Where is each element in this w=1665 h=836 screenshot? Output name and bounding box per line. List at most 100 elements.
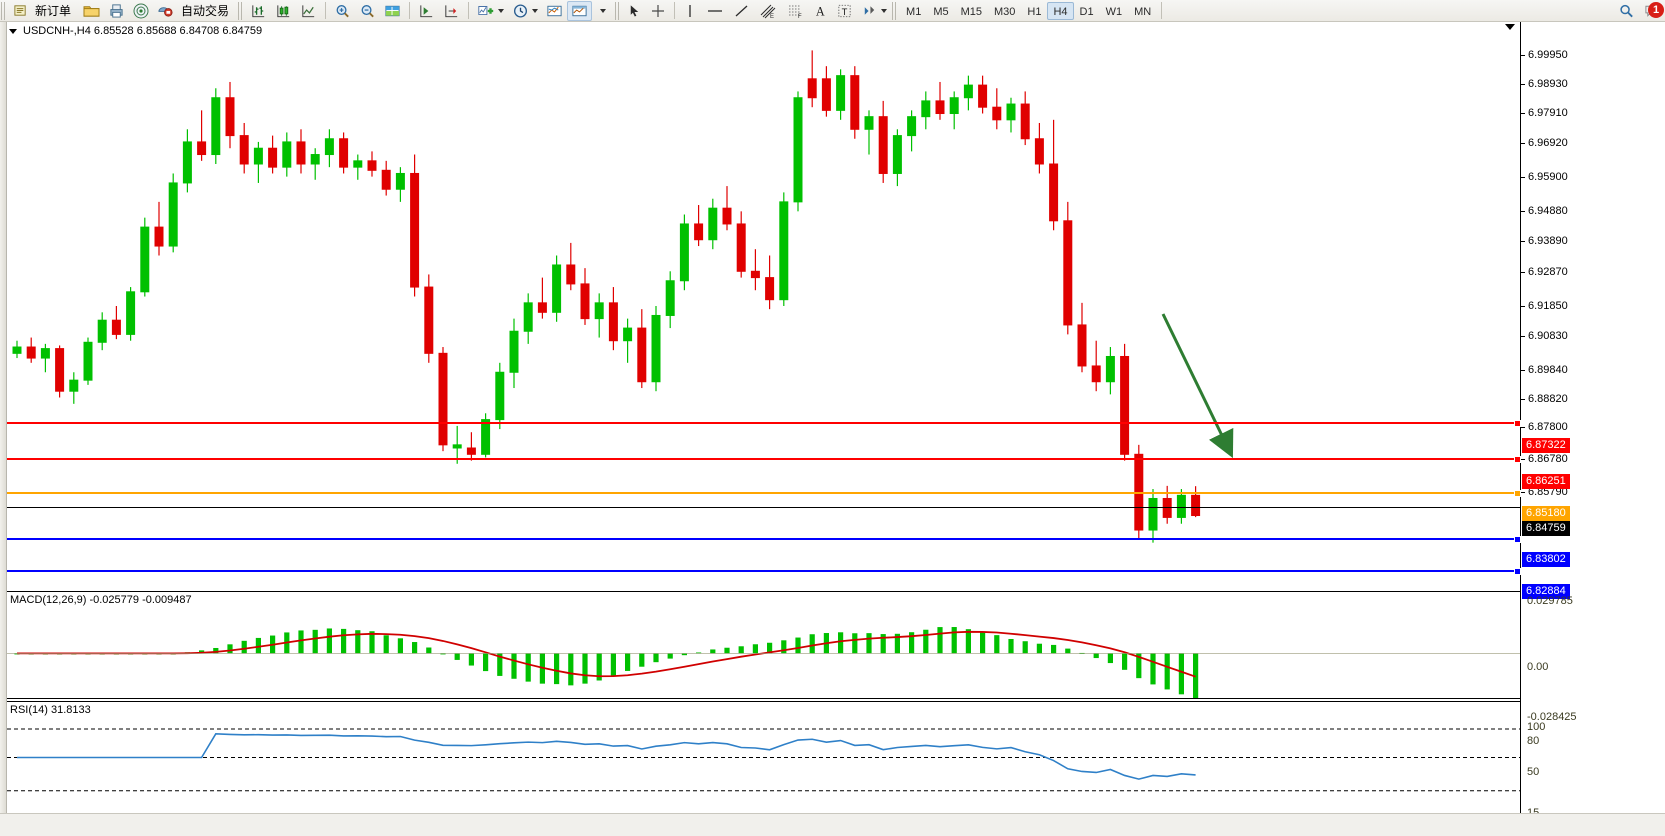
price-tick: 6.92870 [1521,267,1568,278]
candlestick-chart-icon [277,4,290,17]
indicators-icon [478,5,494,15]
price-axis-separator [1520,22,1521,814]
timeframe-m5[interactable]: M5 [933,5,949,18]
printer-button[interactable] [104,1,129,21]
new-order-button[interactable]: 新订单 [9,1,79,21]
equidistant-channel-button[interactable]: E [755,1,782,21]
search-button[interactable] [1614,1,1639,21]
chart-menu-caret-icon[interactable] [9,28,17,34]
text-button[interactable]: A [809,1,832,21]
level-handle-resistance-upper[interactable] [1514,420,1521,427]
period-button[interactable] [508,1,542,21]
text-label-button[interactable]: T [832,1,857,21]
price-label-target-lower[interactable]: 6.82884 [1522,584,1570,599]
chevron-down-icon-2[interactable] [532,8,539,13]
level-handle-resistance-lower[interactable] [1514,456,1521,463]
vertical-line-button[interactable] [679,1,701,21]
price-pane[interactable] [7,22,1521,590]
rsi-axis-tick: 100 [1527,721,1546,733]
price-label-resistance-lower[interactable]: 6.86251 [1522,474,1570,489]
notification-badge: 1 [1648,1,1664,18]
chart-style-dropdown[interactable] [592,1,614,21]
timeframe-m15[interactable]: M15 [960,5,982,18]
tile-windows-button[interactable] [380,1,405,21]
level-line-resistance-lower[interactable] [7,456,1521,463]
indicators-button[interactable] [473,1,508,21]
chart-header: USDCNH-,H4 6.85528 6.85688 6.84708 6.847… [9,25,262,37]
macd-axis-tick: -0.028425 [1527,711,1577,723]
level-line-target-upper[interactable] [7,536,1521,543]
chart-shift-icon [445,4,458,17]
chart-style-button[interactable] [567,0,593,21]
macd-pane[interactable]: MACD(12,26,9) -0.025779 -0.009487 [7,591,1520,699]
price-label-current-price[interactable]: 6.84759 [1522,521,1570,536]
zoom-in-icon [336,4,349,17]
zoom-out-button[interactable] [355,1,380,21]
price-label-entry-level[interactable]: 6.85180 [1522,506,1570,521]
text-icon: A [816,4,825,18]
timeframe-m30[interactable]: M30 [994,5,1016,18]
toolbar-grip[interactable] [1,1,7,20]
level-line-resistance-upper[interactable] [7,420,1521,427]
shapes-button[interactable] [857,1,891,21]
folder-button[interactable] [79,1,104,21]
auto-scroll-button[interactable] [414,1,439,21]
chart-shift-button[interactable] [439,1,464,21]
toolbar-grip-3[interactable] [615,1,622,20]
rsi-label: RSI(14) 31.8133 [10,704,91,716]
chart-left-rail [0,22,7,836]
new-order-label: 新订单 [35,4,72,18]
rsi-pane[interactable]: RSI(14) 31.8133 [7,701,1520,814]
toolbar-grip-2[interactable] [238,1,245,20]
level-line-current-price [7,507,1520,508]
price-label-resistance-upper[interactable]: 6.87322 [1522,438,1570,453]
expert-advisor-icon [158,7,173,17]
shapes-icon [864,5,875,15]
chart-collapse-caret-icon[interactable] [1505,24,1515,30]
chevron-down-icon[interactable] [498,8,505,13]
signals-button[interactable] [129,1,153,21]
toolbar-grip-4[interactable] [892,1,899,20]
chevron-down-icon-4[interactable] [881,8,888,13]
level-line-entry[interactable] [7,490,1521,497]
horizontal-line-button[interactable] [701,1,729,21]
cursor-button[interactable] [623,1,646,21]
signals-icon [133,3,149,18]
fibonacci-icon: F [789,5,802,19]
timeframe-h1[interactable]: H1 [1027,5,1042,18]
price-tick: 6.86780 [1521,454,1568,465]
timeframe-w1[interactable]: W1 [1105,5,1123,18]
auto-trading-button[interactable]: 自动交易 [153,1,237,21]
candlestick-chart-button[interactable] [271,1,296,21]
rsi-axis-tick: 50 [1527,766,1540,778]
timeframe-mn[interactable]: MN [1134,5,1152,18]
crosshair-button[interactable] [646,1,670,21]
bar-chart-button[interactable] [246,1,271,21]
line-chart-button[interactable] [296,1,321,21]
timeframe-m1[interactable]: M1 [906,5,922,18]
macd-axis-tick: 0.00 [1527,661,1549,673]
level-handle-target-upper[interactable] [1514,536,1521,543]
chart-area[interactable]: USDCNH-,H4 6.85528 6.85688 6.84708 6.847… [0,22,1665,836]
fibonacci-button[interactable]: F [782,1,809,21]
trendline-button[interactable] [729,1,755,21]
horizontal-line-icon [708,9,723,12]
cursor-icon [630,4,639,16]
price-axis[interactable]: 6.99950 6.98930 6.97910 6.96920 6.95900 6.948… [1521,22,1665,836]
templates-button[interactable] [542,1,567,21]
alerts-button[interactable]: 1 [1639,1,1665,21]
toolbar-separator-5 [1161,2,1163,19]
chevron-down-icon-3[interactable] [600,8,607,13]
zoom-out-icon [361,4,374,17]
level-handle-target-lower[interactable] [1514,568,1521,575]
zoom-in-button[interactable] [330,1,355,21]
macd-label: MACD(12,26,9) -0.025779 -0.009487 [10,594,192,606]
level-line-target-lower[interactable] [7,568,1521,575]
level-handle-entry[interactable] [1514,490,1521,497]
toolbar-separator-4 [674,2,676,19]
new-order-icon [14,5,26,16]
timeframe-h4[interactable]: H4 [1047,1,1074,20]
tile-windows-icon [385,5,400,16]
price-label-target-upper[interactable]: 6.83802 [1522,552,1570,567]
timeframe-d1[interactable]: D1 [1079,5,1094,18]
